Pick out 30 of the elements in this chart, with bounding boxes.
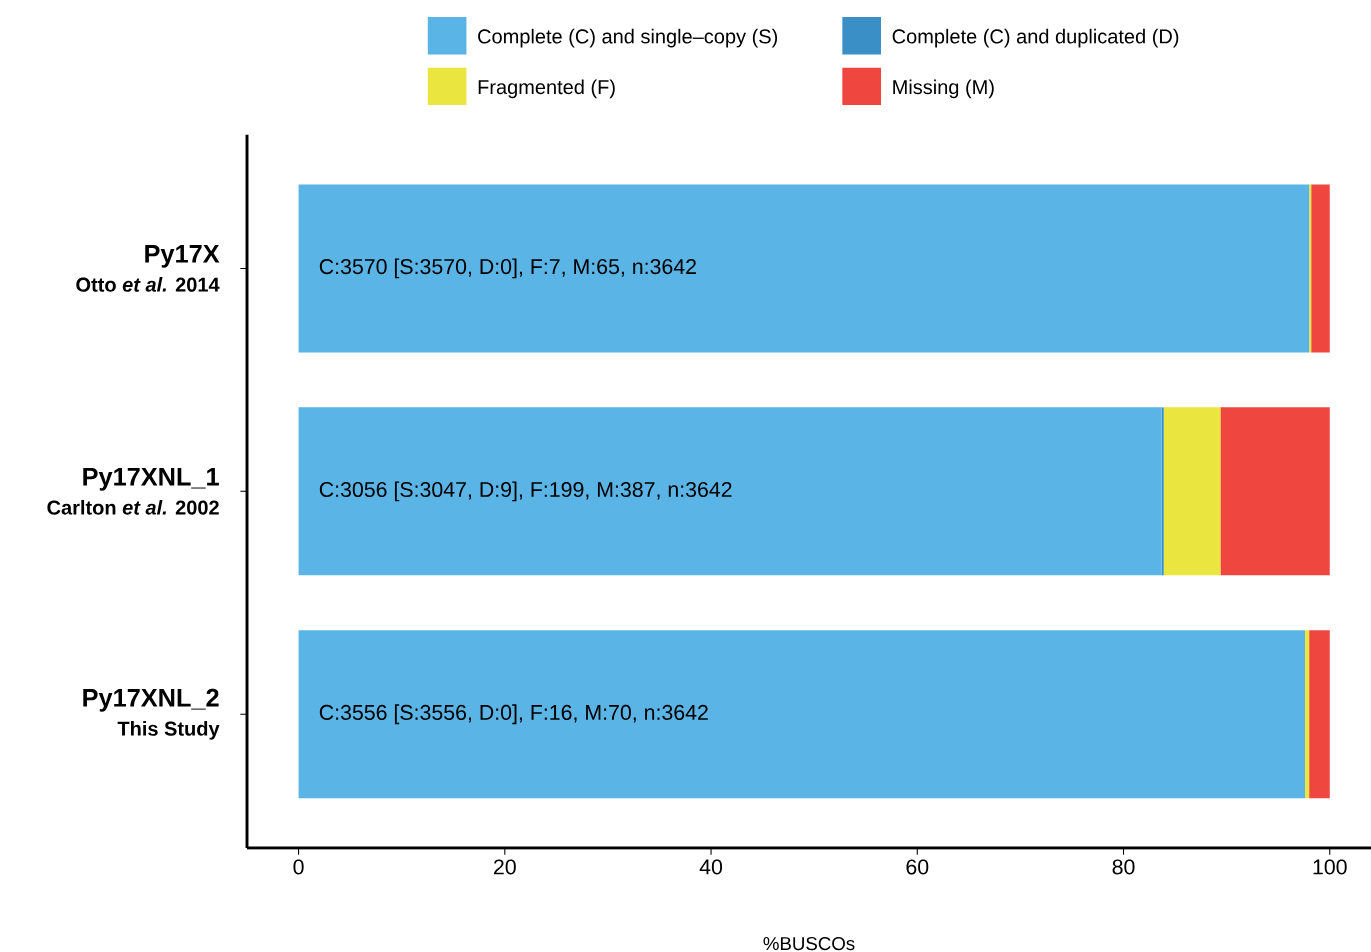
x-axis-title: %BUSCOs (763, 936, 855, 951)
bar (1311, 184, 1330, 353)
text: Otto et al. 2014 (76, 277, 220, 292)
bar (1309, 630, 1330, 799)
bar (1220, 407, 1330, 576)
bar (1163, 407, 1221, 576)
x-tick-label: 20 (494, 859, 516, 875)
annotation: C:3056 [S:3047, D:9], F:199, M:387, n:3642 (319, 481, 732, 502)
x-tick-label: 60 (906, 859, 929, 875)
bar (1161, 407, 1164, 576)
x-tick-label: 80 (1112, 859, 1135, 875)
bar (1309, 184, 1312, 353)
annotation: C:3570 [S:3570, D:0], F:7, M:65, n:3642 (319, 258, 696, 279)
y-tick-label: Py17XNL_1 (83, 468, 219, 491)
x-tick-label: 0 (293, 859, 304, 875)
legend-label: Fragmented (F) (478, 79, 615, 99)
x-tick-label: 100 (1313, 859, 1347, 875)
annotation: C:3556 [S:3556, D:0], F:16, M:70, n:3642 (319, 704, 708, 725)
bar (298, 630, 1306, 799)
y-tick-label: Py17X (145, 245, 220, 268)
text: Carlton et al. 2002 (47, 500, 219, 515)
legend-label: Complete (C) and single–copy (S) (478, 28, 778, 48)
x-tick-label: 40 (699, 859, 723, 875)
legend-label: Complete (C) and duplicated (D) (892, 28, 1179, 48)
bar (298, 184, 1310, 353)
bar (298, 407, 1162, 576)
y-tick-label: Py17XNL_2 (83, 688, 219, 712)
legend-label: Missing (M) (893, 79, 994, 99)
text: This Study (117, 721, 220, 740)
bar (1305, 630, 1310, 799)
